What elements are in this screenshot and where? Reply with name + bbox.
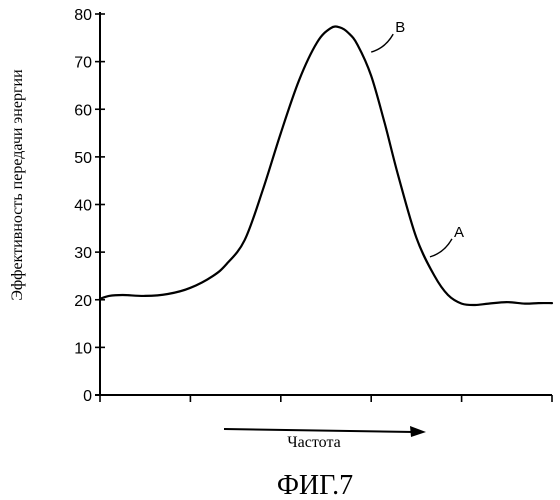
y-tick-label: 60 — [74, 102, 92, 119]
x-axis — [95, 395, 552, 402]
y-tick-label: 0 — [83, 388, 92, 405]
annotation-leader — [430, 239, 452, 257]
x-axis-label: Частота — [287, 434, 340, 451]
annotation-leader — [371, 34, 393, 52]
y-tick-label: 30 — [74, 245, 92, 262]
y-tick-label: 70 — [74, 55, 92, 72]
annotation-label: A — [454, 224, 464, 241]
y-axis: 0 10 20 30 40 50 60 70 80 — [74, 7, 105, 405]
y-tick-label: 20 — [74, 293, 92, 310]
y-tick-label: 80 — [74, 7, 92, 24]
y-tick-label: 10 — [74, 340, 92, 357]
y-axis-label: Эффективность передачи энергии — [9, 69, 26, 301]
figure-caption: ФИГ.7 — [277, 470, 353, 500]
y-tick-label: 50 — [74, 150, 92, 167]
efficiency-curve — [100, 27, 552, 305]
annotation-label: B — [395, 19, 405, 36]
curve-annotations: BA — [371, 19, 464, 257]
y-tick-label: 40 — [74, 198, 92, 215]
